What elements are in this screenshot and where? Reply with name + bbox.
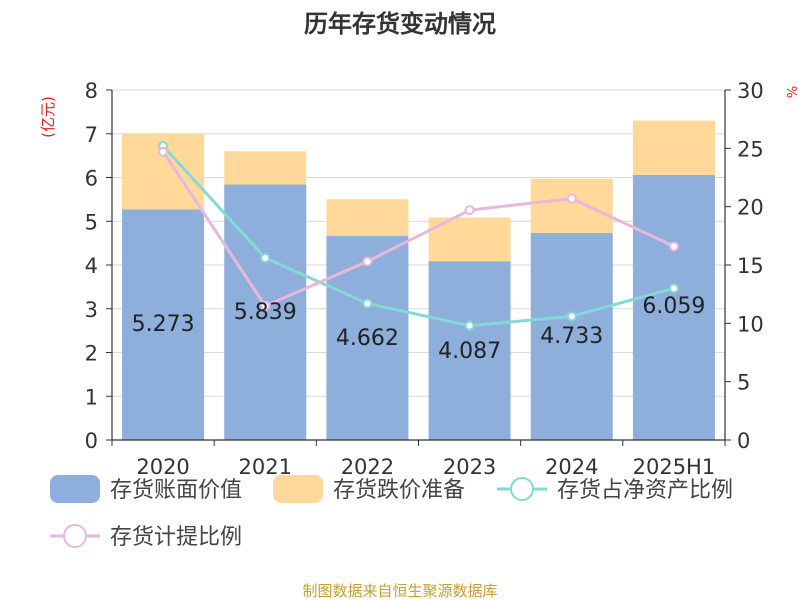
left-tick-label: 6 [85, 167, 98, 191]
left-axis-unit: (亿元) [39, 96, 57, 138]
bar-book-value [326, 236, 409, 440]
bar-group [122, 120, 715, 440]
bar-data-label: 4.087 [438, 339, 501, 364]
data-labels: 5.273 5.839 4.662 4.087 4.733 6.059 [132, 294, 706, 364]
right-tick-label: 10 [737, 312, 764, 336]
right-tick-label: 5 [737, 371, 750, 395]
legend-label: 存货计提比例 [110, 525, 242, 550]
chart-title: 历年存货变动情况 [304, 10, 496, 38]
legend-label: 存货跌价准备 [333, 478, 465, 503]
left-tick-label: 3 [85, 298, 98, 322]
point-net-asset-ratio [668, 283, 679, 294]
x-tick-label: 2023 [443, 455, 496, 479]
bar-data-label: 4.662 [336, 326, 399, 351]
line-net-asset-ratio [161, 144, 675, 328]
right-tick-label: 25 [737, 137, 764, 161]
x-tick-label: 2020 [136, 455, 189, 479]
point-net-asset-ratio [362, 298, 373, 309]
line-provision-ratio [161, 151, 675, 308]
point-provision-ratio [362, 256, 373, 267]
point-provision-ratio [260, 300, 271, 311]
left-tick-label: 1 [85, 385, 98, 409]
left-tick-label: 2 [85, 342, 98, 366]
line-group [158, 141, 679, 331]
bar-data-label: 5.839 [234, 300, 297, 325]
bar-book-value [428, 261, 511, 440]
bar-book-value [632, 174, 715, 440]
legend-swatch [50, 475, 100, 503]
point-net-asset-ratio [464, 320, 475, 331]
right-tick-label: 30 [737, 79, 764, 103]
right-tick-label: 20 [737, 196, 764, 220]
grid-lines [112, 89, 725, 397]
legend-swatch [273, 475, 323, 503]
point-provision-ratio [668, 241, 679, 252]
bar-data-label: 4.733 [540, 324, 603, 349]
source-note: 制图数据来自恒生聚源数据库 [302, 582, 497, 600]
point-net-asset-ratio [260, 253, 271, 263]
bar-impairment [326, 199, 409, 237]
x-tick-label: 2025H1 [633, 455, 716, 479]
left-tick-label: 4 [85, 254, 98, 278]
right-tick-label: 0 [737, 429, 750, 453]
right-tick-label: 15 [737, 254, 764, 278]
bar-data-label: 5.273 [132, 312, 195, 337]
legend-marker [510, 477, 534, 501]
legend-marker [63, 524, 87, 548]
left-tick-label: 7 [85, 123, 98, 147]
left-tick-label: 5 [85, 210, 98, 234]
point-provision-ratio [566, 193, 577, 204]
bar-book-value [122, 209, 205, 440]
bar-impairment [632, 120, 715, 175]
point-net-asset-ratio [566, 311, 577, 322]
x-tick-label: 2024 [545, 455, 598, 479]
bar-book-value [530, 232, 613, 440]
legend-label: 存货占净资产比例 [557, 478, 733, 503]
x-tick-label: 2022 [341, 455, 394, 479]
legend-label: 存货账面价值 [110, 478, 242, 503]
bar-impairment [224, 151, 307, 185]
point-provision-ratio [464, 205, 475, 216]
right-axis-unit: % [786, 86, 800, 98]
point-provision-ratio [158, 146, 169, 157]
bar-data-label: 6.059 [642, 294, 705, 319]
left-tick-label: 0 [85, 429, 98, 453]
bar-impairment [530, 178, 613, 233]
left-tick-label: 8 [85, 79, 98, 103]
